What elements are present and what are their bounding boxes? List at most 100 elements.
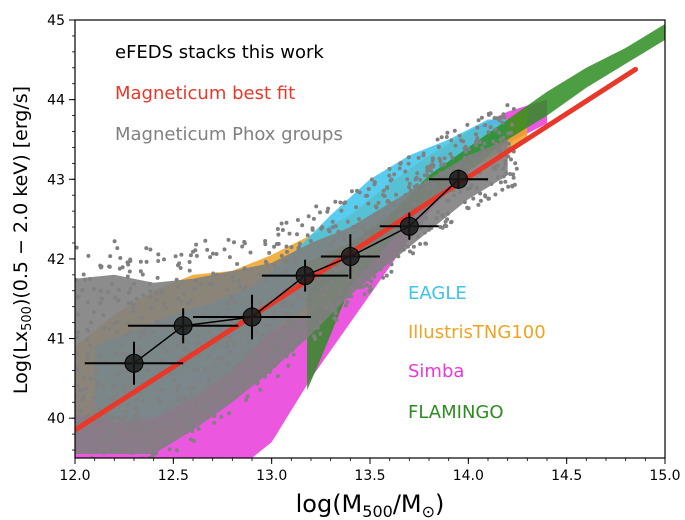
phox-point	[264, 260, 269, 265]
phox-point	[333, 308, 338, 313]
phox-point	[315, 325, 320, 330]
phox-point	[231, 279, 236, 284]
phox-point	[387, 166, 392, 171]
phox-point	[354, 268, 359, 273]
phox-point	[138, 391, 143, 395]
phox-point	[366, 187, 371, 191]
phox-point	[511, 175, 516, 180]
phox-point	[241, 288, 245, 293]
phox-point	[153, 425, 158, 430]
phox-point	[175, 344, 180, 349]
label-flamingo: FLAMINGO	[408, 402, 504, 423]
phox-point	[165, 349, 170, 354]
phox-point	[329, 280, 334, 285]
phox-point	[406, 161, 411, 166]
phox-point	[155, 275, 160, 280]
phox-point	[427, 167, 432, 171]
phox-point	[141, 293, 145, 297]
phox-point	[188, 253, 193, 258]
phox-point	[201, 312, 206, 317]
phox-point	[288, 321, 293, 326]
phox-point	[118, 256, 123, 260]
phox-point	[449, 220, 453, 225]
phox-point	[318, 331, 323, 336]
phox-point	[129, 462, 133, 466]
phox-point	[88, 343, 93, 348]
phox-point	[151, 330, 155, 335]
phox-point	[185, 423, 190, 428]
phox-point	[140, 272, 145, 277]
phox-point	[267, 250, 272, 255]
phox-point	[109, 431, 114, 436]
phox-point	[303, 317, 308, 322]
phox-point	[194, 242, 199, 247]
phox-point	[345, 219, 350, 224]
phox-point	[229, 298, 234, 303]
phox-point	[474, 141, 479, 146]
phox-point	[257, 369, 262, 374]
phox-point	[189, 393, 194, 398]
phox-point	[333, 199, 338, 204]
phox-point	[319, 258, 324, 263]
phox-point	[339, 288, 343, 293]
phox-point	[115, 372, 120, 377]
phox-point	[239, 360, 244, 365]
phox-point	[483, 123, 488, 128]
phox-point	[136, 417, 141, 422]
phox-point	[492, 116, 497, 120]
phox-point	[462, 155, 467, 160]
phox-point	[191, 368, 196, 373]
phox-point	[154, 291, 159, 296]
phox-point	[258, 352, 263, 357]
phox-point	[134, 427, 139, 432]
phox-point	[346, 278, 351, 283]
phox-point	[249, 351, 254, 356]
phox-point	[339, 208, 344, 213]
phox-point	[474, 132, 478, 137]
phox-point	[174, 277, 179, 282]
phox-point	[450, 155, 455, 160]
phox-point	[311, 216, 316, 221]
phox-point	[283, 269, 288, 274]
x-tick-label: 14.0	[453, 468, 484, 484]
phox-dense-region	[75, 139, 508, 454]
phox-point	[423, 180, 428, 185]
phox-point	[87, 277, 92, 281]
phox-point	[102, 326, 107, 331]
phox-point	[180, 412, 185, 417]
phox-point	[206, 355, 211, 360]
phox-point	[315, 293, 320, 298]
phox-point	[242, 267, 247, 272]
phox-point	[478, 198, 483, 203]
phox-point	[258, 339, 263, 343]
phox-point	[313, 337, 318, 341]
phox-point	[233, 300, 238, 305]
phox-point	[183, 414, 188, 419]
phox-point	[225, 287, 230, 292]
phox-point	[127, 269, 132, 274]
phox-point	[214, 252, 219, 256]
phox-point	[176, 296, 180, 301]
phox-point	[133, 406, 138, 411]
phox-point	[95, 463, 99, 467]
phox-point	[378, 267, 383, 272]
phox-point	[367, 289, 372, 293]
phox-point	[325, 300, 329, 305]
phox-point	[352, 274, 357, 279]
phox-point	[422, 230, 427, 235]
phox-point	[349, 189, 354, 194]
phox-point	[140, 398, 145, 403]
phox-point	[75, 277, 78, 282]
phox-point	[412, 202, 417, 207]
phox-point	[325, 285, 329, 290]
phox-point	[361, 234, 366, 239]
phox-point	[223, 398, 228, 402]
phox-point	[146, 368, 151, 373]
phox-point	[397, 248, 402, 253]
y-tick-label: 44	[47, 93, 65, 109]
phox-point	[122, 385, 127, 390]
phox-point	[98, 301, 103, 306]
efeds-stack-point	[173, 316, 193, 336]
phox-point	[281, 326, 286, 330]
efeds-stack-point	[399, 216, 419, 236]
